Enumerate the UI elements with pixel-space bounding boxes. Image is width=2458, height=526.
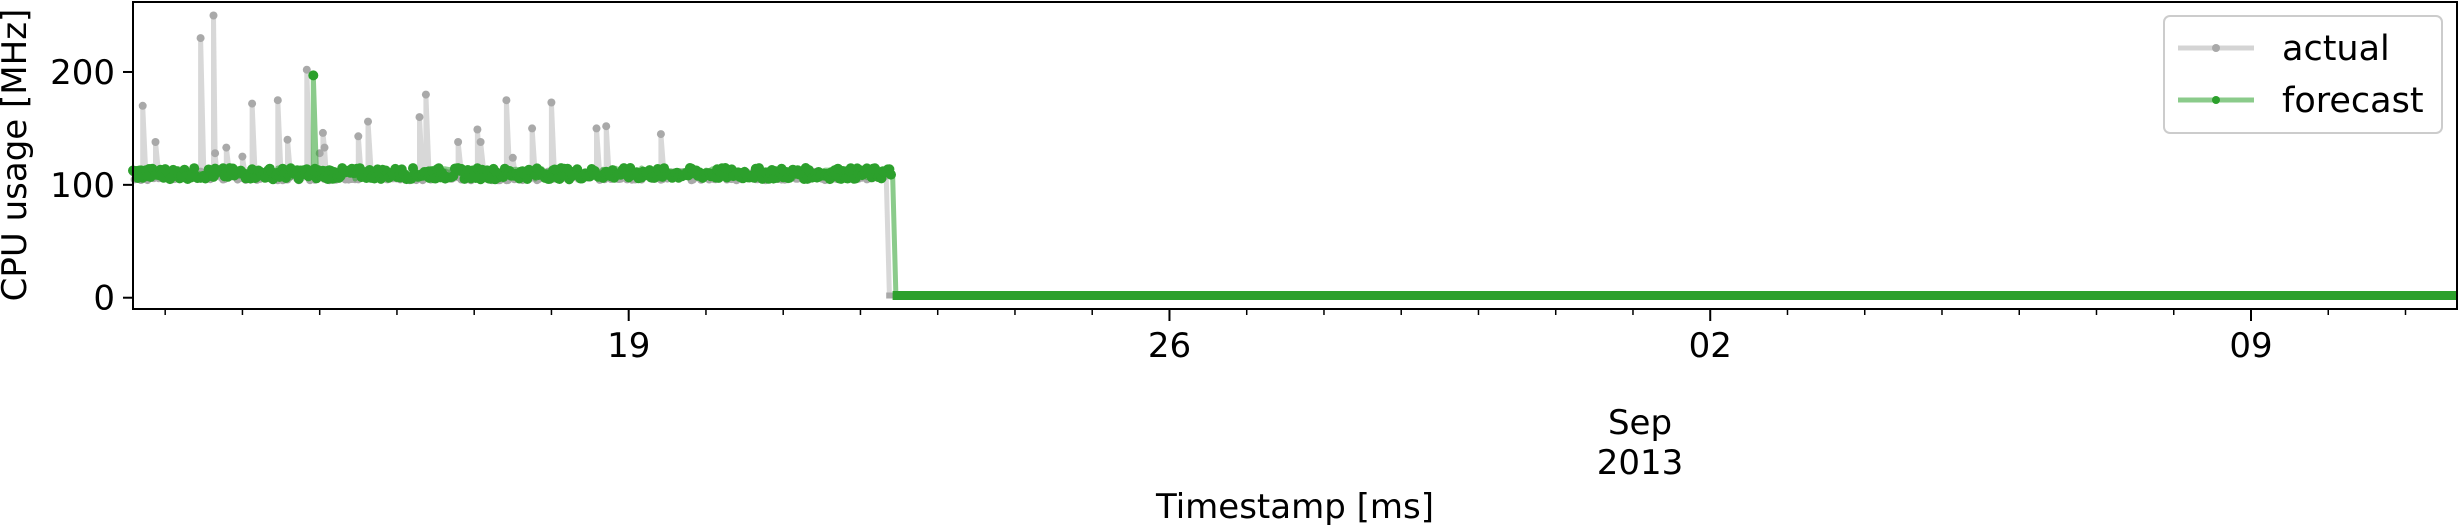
actual-spike-point-9	[283, 135, 292, 144]
legend-forecast-marker	[2212, 96, 2220, 104]
forecast-spike-point-0	[308, 70, 319, 81]
actual-spike-point-4	[211, 149, 220, 158]
actual-spike-point-12	[318, 128, 327, 137]
x-tick-label-3: 09	[2229, 326, 2272, 366]
plot-frame	[132, 1, 2458, 310]
actual-spike-point-18	[454, 138, 463, 146]
x-axis-title: Timestamp [ms]	[1155, 487, 1434, 526]
actual-spike-point-15	[364, 117, 372, 126]
x-tick-label-2: 02	[1689, 326, 1732, 366]
forecast-baseline-points	[128, 163, 896, 185]
forecast-point	[886, 169, 896, 180]
x-axis-month-label: Sep	[1608, 403, 1672, 443]
actual-spike-point-7	[248, 99, 257, 108]
actual-spike-point-3	[209, 11, 218, 20]
actual-spike-point-17	[421, 90, 430, 99]
actual-spike-point-2	[196, 34, 205, 43]
actual-spike-point-5	[222, 143, 231, 152]
actual-spike-point-25	[592, 124, 601, 133]
actual-spike-point-22	[508, 153, 517, 162]
actual-spike-point-21	[502, 96, 511, 105]
actual-spike-point-20	[476, 138, 485, 146]
legend-actual-marker	[2212, 44, 2220, 52]
legend-forecast-label: forecast	[2282, 81, 2424, 121]
y-tick-label-100: 100	[50, 166, 115, 206]
series-layer	[128, 11, 2457, 300]
actual-spike-point-10	[302, 65, 311, 74]
legend-actual-label: actual	[2282, 29, 2390, 69]
series-actual	[129, 11, 2457, 299]
actual-spike-point-16	[415, 113, 424, 122]
actual-spike-point-6	[238, 152, 247, 161]
x-axis-year-label: 2013	[1597, 443, 1684, 483]
legend: actual forecast	[2163, 15, 2443, 134]
actual-spike-point-1	[151, 138, 160, 146]
actual-spike-point-23	[528, 124, 537, 133]
actual-spike-point-26	[602, 122, 611, 131]
actual-spike-point-0	[138, 101, 147, 110]
x-tick-label-0: 19	[607, 326, 650, 366]
actual-spike-point-8	[273, 96, 282, 105]
axis-ticks: 0 100 200 19 26 02 09	[50, 53, 2407, 366]
actual-spike-point-24	[547, 98, 556, 107]
actual-spike-point-13	[320, 143, 329, 152]
series-forecast	[128, 70, 2457, 300]
x-tick-label-1: 26	[1148, 326, 1191, 366]
forecast-point	[189, 163, 200, 174]
y-axis-title: CPU usage [MHz]	[0, 9, 35, 302]
actual-spike-point-19	[473, 125, 482, 134]
legend-box	[2163, 15, 2443, 134]
plot-border	[132, 1, 2458, 310]
series-line-actual	[132, 13, 2457, 298]
y-tick-label-200: 200	[50, 53, 115, 93]
actual-spike-point-27	[656, 130, 665, 139]
series-line-forecast	[130, 72, 2457, 298]
actual-spike-point-14	[354, 132, 363, 141]
y-tick-label-0: 0	[93, 279, 115, 319]
